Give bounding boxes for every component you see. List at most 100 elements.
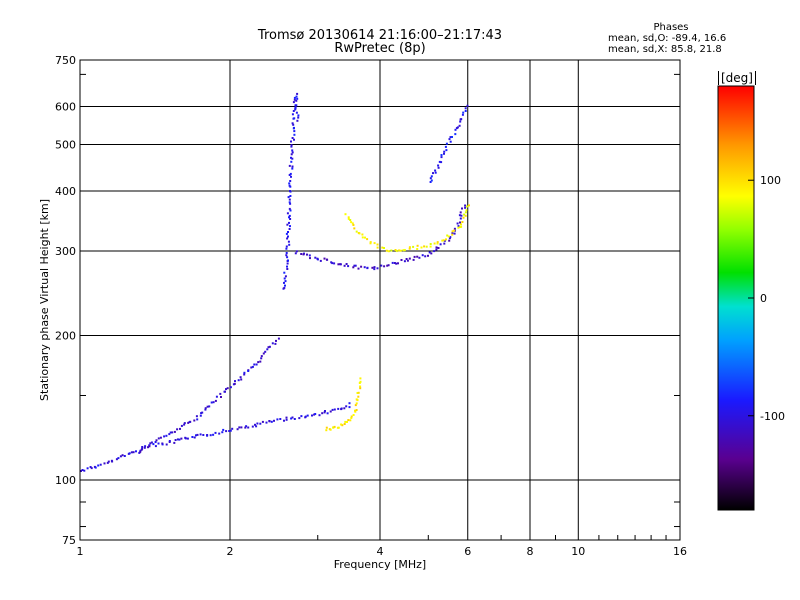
data-point	[459, 211, 462, 214]
data-point	[424, 255, 427, 258]
data-point	[141, 446, 144, 448]
x-tick-label: 16	[673, 545, 687, 558]
data-point	[360, 265, 363, 268]
data-point	[178, 438, 181, 441]
data-point	[204, 408, 207, 411]
data-point	[289, 172, 292, 175]
data-point	[267, 346, 270, 349]
data-point	[406, 259, 409, 262]
stats-o-mode: mean, sd,O: -89.4, 16.6	[608, 33, 727, 44]
data-point	[385, 249, 388, 252]
data-point	[288, 182, 291, 185]
data-point	[206, 434, 209, 437]
data-point	[154, 441, 157, 443]
data-point	[461, 221, 464, 223]
data-point	[163, 435, 166, 438]
data-point	[83, 469, 86, 472]
data-point	[229, 429, 232, 432]
data-point	[457, 226, 460, 229]
data-point	[464, 107, 467, 110]
data-point	[344, 420, 347, 423]
data-point	[293, 418, 296, 420]
data-point	[413, 255, 416, 258]
data-point	[453, 227, 456, 230]
data-point	[356, 392, 359, 394]
data-point	[462, 111, 465, 114]
data-point	[354, 404, 357, 407]
data-point	[443, 239, 446, 242]
data-point	[351, 222, 354, 225]
data-point	[176, 438, 179, 441]
data-point	[325, 426, 328, 429]
data-point	[268, 420, 271, 423]
data-point	[287, 240, 290, 243]
data-point	[423, 245, 426, 248]
data-point	[247, 370, 250, 372]
data-point	[445, 149, 448, 152]
data-point	[168, 433, 171, 436]
data-point	[462, 216, 465, 219]
data-point	[286, 223, 289, 226]
data-point	[226, 387, 229, 390]
data-point	[387, 250, 390, 253]
data-point	[276, 418, 279, 421]
data-point	[229, 386, 232, 389]
data-point	[326, 412, 329, 415]
data-point	[343, 423, 346, 425]
data-point	[445, 238, 447, 241]
data-point	[323, 411, 326, 414]
data-point	[453, 232, 456, 235]
data-point	[399, 249, 402, 252]
data-point	[171, 431, 174, 434]
data-point	[221, 431, 224, 434]
data-point	[274, 342, 277, 345]
data-point	[180, 424, 183, 427]
data-point	[199, 433, 202, 436]
data-point	[81, 469, 84, 471]
data-point	[295, 104, 298, 107]
data-point	[288, 221, 290, 224]
data-point	[257, 361, 260, 364]
data-point	[390, 249, 393, 252]
data-point	[434, 169, 437, 172]
data-point	[430, 175, 433, 178]
stats-heading: Phases	[653, 22, 689, 33]
data-point	[200, 412, 203, 415]
data-point	[347, 419, 350, 422]
data-point	[285, 252, 288, 254]
data-point	[408, 247, 411, 250]
data-point	[225, 388, 227, 391]
data-point	[398, 249, 401, 252]
data-point	[293, 98, 296, 101]
data-point	[291, 122, 294, 125]
data-point	[395, 249, 398, 252]
data-point	[289, 202, 292, 205]
data-point	[187, 421, 190, 424]
data-point	[212, 433, 215, 436]
data-point	[289, 209, 292, 212]
data-point	[228, 430, 231, 432]
data-point	[457, 225, 460, 228]
data-point	[318, 414, 321, 417]
data-point	[433, 242, 436, 245]
data-point	[466, 205, 469, 208]
data-point	[89, 466, 92, 468]
data-point	[440, 156, 443, 159]
data-point	[464, 211, 467, 214]
data-point	[293, 96, 296, 99]
data-point	[451, 230, 454, 233]
data-point	[331, 262, 334, 265]
data-point	[275, 339, 277, 342]
data-point	[225, 430, 228, 433]
data-point	[189, 420, 192, 423]
data-point	[233, 382, 236, 385]
data-point	[144, 445, 147, 448]
data-point	[306, 414, 309, 417]
data-point	[214, 399, 217, 402]
data-point	[265, 421, 268, 424]
data-point	[440, 154, 443, 156]
data-point	[331, 408, 334, 411]
data-point	[337, 407, 340, 410]
data-point	[454, 128, 457, 131]
data-point	[349, 419, 352, 422]
